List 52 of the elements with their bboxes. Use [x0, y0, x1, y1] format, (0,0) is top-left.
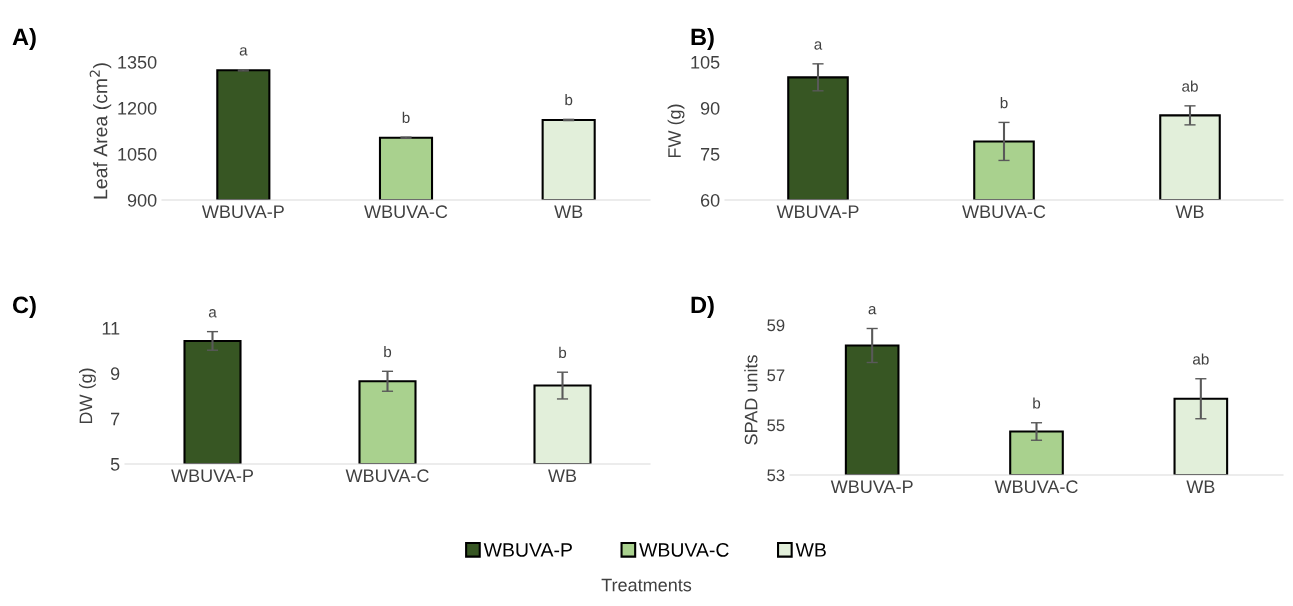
y-tick-label: 59	[767, 319, 785, 332]
y-axis-title: DW (g)	[79, 368, 96, 424]
x-axis-title: Treatments	[601, 578, 692, 592]
annotation: b	[402, 111, 410, 123]
text: a	[868, 306, 877, 315]
x-tick-label: WBUVA-P	[830, 480, 913, 494]
y-tick-label: 53	[767, 469, 785, 482]
y-tick-label: 11	[102, 322, 120, 335]
annotation: b	[559, 346, 567, 359]
x-tick-label: WBUVA-P	[171, 469, 254, 483]
chart-title: C)	[12, 295, 36, 318]
y-tick-label: 5	[110, 458, 120, 471]
text: a	[208, 309, 217, 318]
y-tick-label: 9	[110, 367, 120, 381]
x-tick-label: WBUVA-C	[345, 469, 429, 483]
y-tick-label: 1350	[118, 55, 157, 69]
y-tick-label: 60	[700, 193, 720, 207]
x-tick-label: WBUVA-C	[364, 205, 448, 219]
x-tick-label: WB	[1186, 480, 1215, 493]
y-tick-label: 1050	[118, 147, 157, 161]
chart-title: D)	[691, 295, 714, 318]
annotation: b	[565, 93, 573, 106]
y-tick-label: 90	[700, 101, 720, 115]
annotation: ab	[1182, 80, 1198, 92]
y-tick-label: 75	[700, 148, 720, 161]
annotation: b	[1000, 97, 1008, 109]
annotation: b	[384, 345, 392, 358]
y-tick-label: 105	[691, 55, 720, 69]
x-tick-label: WBUVA-C	[962, 205, 1046, 219]
legend-label: WB	[795, 543, 826, 557]
annotation: ab	[1192, 353, 1209, 365]
text: a	[239, 47, 248, 56]
x-tick-label: WB	[1175, 205, 1204, 218]
chart-title: A)	[12, 27, 36, 50]
chart-title: B)	[691, 27, 714, 50]
legend-label: WBUVA-C	[639, 543, 729, 557]
annotation: b	[1033, 397, 1041, 409]
y-tick-label: 55	[767, 419, 785, 432]
y-axis-title: Leaf Area (cm$^{2}$)	[89, 63, 112, 199]
x-tick-label: WBUVA-C	[994, 480, 1078, 494]
y-tick-label: 1200	[118, 101, 157, 115]
y-tick-label: 57	[767, 369, 785, 382]
y-tick-label: 900	[127, 193, 157, 207]
x-tick-label: WB	[554, 205, 583, 218]
text: a	[814, 41, 823, 50]
x-tick-label: WBUVA-P	[776, 205, 859, 219]
legend-label: WBUVA-P	[483, 543, 572, 557]
x-tick-label: WBUVA-P	[201, 205, 284, 219]
x-tick-label: WB	[548, 469, 577, 482]
y-axis-title: SPAD units	[744, 355, 758, 445]
y-tick-label: 7	[111, 412, 120, 426]
y-axis-title: FW (g)	[667, 104, 685, 158]
